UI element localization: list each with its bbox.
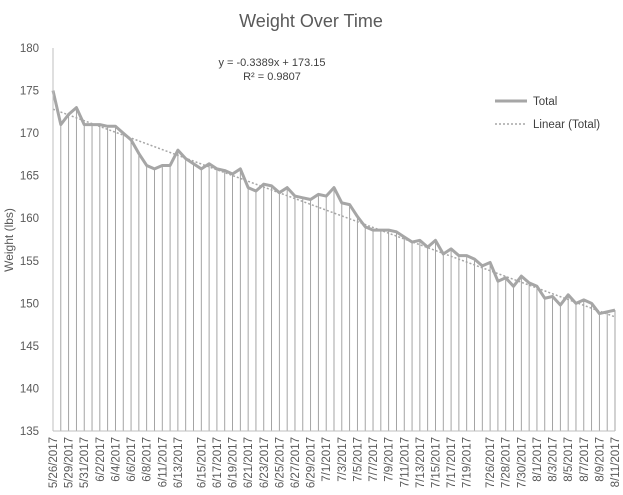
x-tick-label: 7/30/2017 [516, 437, 528, 488]
y-axis-label: Weight (lbs) [2, 208, 16, 272]
series-layer [51, 90, 616, 316]
x-tick-label: 6/25/2017 [274, 437, 286, 488]
y-tick-label: 170 [20, 128, 39, 140]
y-tick-label: 135 [20, 426, 39, 438]
y-tick-label: 180 [20, 43, 39, 55]
chart-title: Weight Over Time [239, 11, 383, 31]
x-tick-label: 6/29/2017 [306, 437, 318, 488]
x-tick-label: 6/27/2017 [290, 437, 302, 488]
y-tick-labels: 135 140 145 150 155 160 165 170 175 180 [20, 43, 39, 438]
x-tick-label: 8/7/2017 [579, 437, 591, 482]
drop-lines [52, 90, 616, 431]
x-tick-label: 7/11/2017 [399, 437, 411, 487]
x-tick-label: 8/11/2017 [610, 437, 622, 487]
x-tick-label: 6/8/2017 [142, 437, 154, 482]
x-tick-label: 6/23/2017 [259, 437, 271, 488]
x-tick-label: 7/15/2017 [430, 437, 442, 488]
x-tick-label: 7/28/2017 [501, 437, 513, 488]
x-tick-label: 7/3/2017 [337, 437, 349, 482]
x-tick-label: 6/21/2017 [243, 437, 255, 488]
y-tick-label: 165 [20, 171, 39, 183]
x-tick-label: 8/3/2017 [548, 437, 560, 482]
x-tick-label: 7/19/2017 [462, 437, 474, 488]
x-tick-labels: 5/26/2017 5/29/2017 5/31/2017 6/2/2017 6/4/2… [48, 437, 622, 488]
series-line-total [51, 90, 616, 316]
y-tick-label: 150 [20, 298, 39, 310]
trendline-equation: y = -0.3389x + 173.15 [218, 57, 325, 69]
x-tick-label: 5/29/2017 [64, 437, 76, 488]
y-tick-label: 160 [20, 213, 39, 225]
x-tick-label: 8/9/2017 [594, 437, 606, 482]
x-tick-label: 5/31/2017 [79, 437, 91, 488]
x-tick-label: 6/2/2017 [95, 437, 107, 482]
x-tick-label: 8/5/2017 [563, 437, 575, 482]
x-tick-label: 6/13/2017 [173, 437, 185, 488]
x-tick-label: 6/6/2017 [126, 437, 138, 482]
x-tick-label: 7/1/2017 [321, 437, 333, 482]
y-tick-label: 175 [20, 86, 39, 98]
y-tick-label: 145 [20, 341, 39, 353]
x-tick-label: 6/19/2017 [228, 437, 240, 488]
y-tick-label: 140 [20, 383, 39, 395]
axes [52, 48, 615, 432]
x-tick-label: 7/13/2017 [415, 437, 427, 488]
x-tick-label: 7/9/2017 [384, 437, 396, 482]
x-tick-label: 7/26/2017 [485, 437, 497, 488]
legend-label-total: Total [533, 96, 557, 108]
legend-label-linear: Linear (Total) [533, 119, 600, 131]
y-tick-label: 155 [20, 256, 39, 268]
x-tick-label: 6/17/2017 [212, 437, 224, 488]
x-tick-label: 7/7/2017 [368, 437, 380, 482]
x-tick-label: 6/11/2017 [157, 437, 169, 487]
x-tick-label: 6/4/2017 [110, 437, 122, 482]
x-tick-label: 7/17/2017 [446, 437, 458, 488]
x-tick-label: 5/26/2017 [48, 437, 60, 488]
legend: Total Linear (Total) [495, 96, 600, 131]
x-tick-label: 6/15/2017 [196, 437, 208, 488]
trendline-r2: R² = 0.9807 [243, 71, 301, 83]
x-tick-label: 7/5/2017 [352, 437, 364, 482]
x-tick-label: 8/1/2017 [532, 437, 544, 482]
